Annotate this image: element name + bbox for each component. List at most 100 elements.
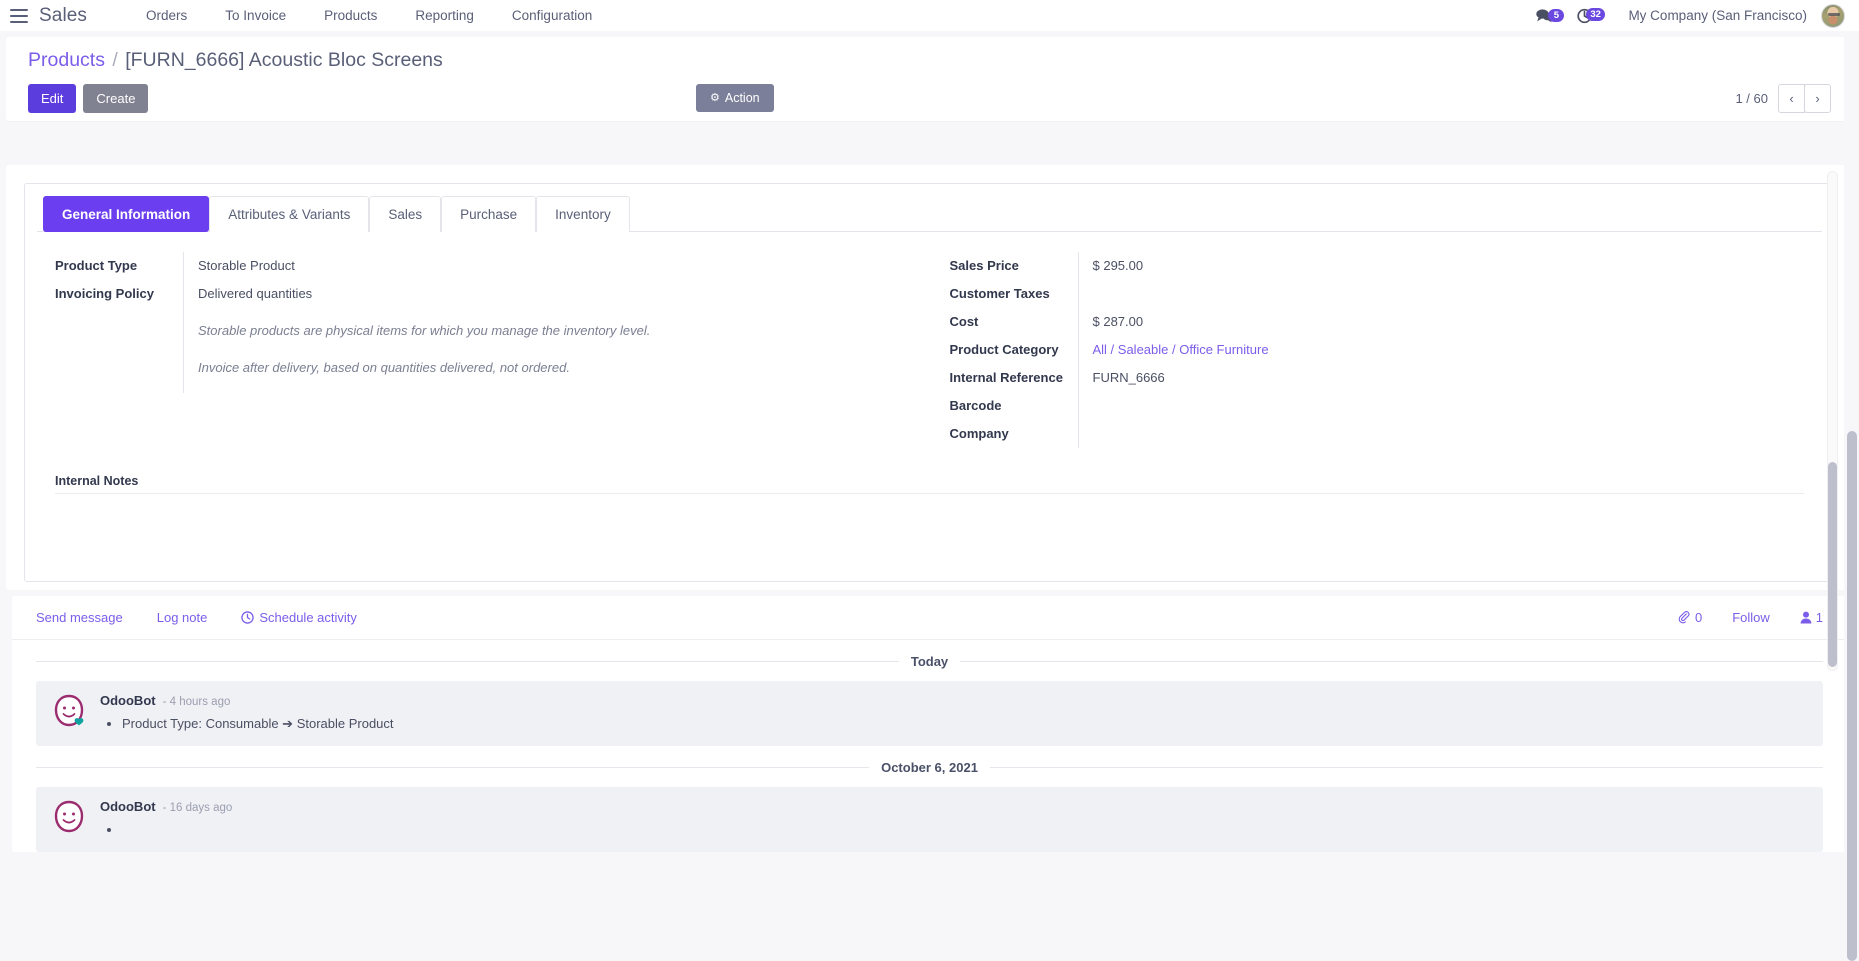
field-internal-reference: Internal Reference FURN_6666 (938, 364, 1817, 392)
message-body: OdooBot - 16 days ago (100, 798, 1809, 839)
field-label-cost: Cost (938, 308, 1078, 336)
menu-item-to-invoice[interactable]: To Invoice (206, 0, 305, 31)
field-invoicing-policy: Invoicing Policy Delivered quantities (43, 280, 930, 308)
chatter-panel: Send message Log note Schedule activity … (12, 596, 1847, 852)
main-menu: Orders To Invoice Products Reporting Con… (127, 0, 611, 31)
tab-inventory[interactable]: Inventory (536, 196, 630, 232)
field-label-company: Company (938, 420, 1078, 448)
send-message-button[interactable]: Send message (36, 610, 123, 625)
field-label-internal-reference: Internal Reference (938, 364, 1078, 392)
menu-item-reporting[interactable]: Reporting (396, 0, 493, 31)
odoobot-avatar (50, 798, 88, 836)
message-timestamp: - 16 days ago (163, 802, 233, 814)
separator-line-left (36, 661, 899, 662)
helper-row-product-type: Storable products are physical items for… (43, 308, 930, 345)
breadcrumb-products[interactable]: Products (28, 49, 105, 71)
edit-button[interactable]: Edit (28, 84, 76, 113)
menu-item-orders[interactable]: Orders (127, 0, 206, 31)
helper-spacer-1 (43, 308, 183, 318)
field-value-internal-reference[interactable]: FURN_6666 (1078, 364, 1817, 392)
create-button[interactable]: Create (83, 84, 148, 113)
message-author[interactable]: OdooBot (100, 799, 156, 814)
page-scrollbar-thumb[interactable] (1847, 431, 1857, 961)
message-timestamp: - 4 hours ago (163, 696, 231, 708)
field-value-invoicing-policy[interactable]: Delivered quantities (183, 280, 930, 308)
app-brand-sales[interactable]: Sales (39, 5, 87, 27)
internal-notes-label: Internal Notes (55, 474, 1804, 488)
field-value-product-type[interactable]: Storable Product (183, 252, 930, 280)
field-label-product-category: Product Category (938, 336, 1078, 364)
follow-button[interactable]: Follow (1732, 610, 1770, 625)
message-body: OdooBot - 4 hours ago Product Type: Cons… (100, 692, 1809, 733)
control-panel-buttons: Edit Create ⚙ Action 1 / 60 ‹ › (28, 83, 1831, 113)
helper-spacer-2 (43, 345, 183, 355)
helper-text-invoice: Invoice after delivery, based on quantit… (183, 345, 930, 393)
date-separator-label: Today (911, 654, 948, 669)
action-button-label: Action (725, 91, 760, 105)
gear-icon: ⚙ (710, 93, 720, 104)
message-content: Product Type: Consumable ➔ Storable Prod… (122, 714, 1809, 733)
messages-button[interactable]: 5 (1524, 8, 1565, 24)
tab-attributes-variants[interactable]: Attributes & Variants (209, 196, 369, 232)
avatar[interactable] (1821, 4, 1845, 28)
message-tracking-line: Product Type: Consumable ➔ Storable Prod… (122, 714, 1809, 733)
schedule-activity-button[interactable]: Schedule activity (241, 610, 357, 625)
internal-notes-section: Internal Notes (43, 448, 1816, 561)
field-label-invoicing-policy: Invoicing Policy (43, 280, 183, 308)
form-sheet-wrapper: General Information Attributes & Variant… (6, 165, 1853, 590)
company-switcher[interactable]: My Company (San Francisco) (1606, 8, 1821, 23)
field-value-barcode[interactable] (1078, 392, 1817, 420)
tab-general-information[interactable]: General Information (43, 196, 209, 232)
internal-notes-input[interactable] (55, 493, 1804, 561)
message-header: OdooBot - 16 days ago (100, 799, 1809, 814)
helper-text-storable: Storable products are physical items for… (183, 308, 930, 345)
field-cost: Cost $ 287.00 (938, 308, 1817, 336)
message-tracking-line (122, 820, 1809, 839)
separator-line-left-2 (36, 767, 869, 768)
field-label-customer-taxes: Customer Taxes (938, 280, 1078, 308)
activities-button[interactable]: 32 (1565, 7, 1606, 24)
date-separator-label-2: October 6, 2021 (881, 760, 978, 775)
breadcrumb-separator: / (110, 49, 119, 71)
pager-previous-button[interactable]: ‹ (1778, 84, 1805, 113)
attachments-button[interactable]: 0 (1678, 610, 1702, 625)
field-customer-taxes: Customer Taxes (938, 280, 1817, 308)
person-icon (1800, 611, 1812, 624)
action-button[interactable]: ⚙ Action (696, 84, 774, 112)
field-barcode: Barcode (938, 392, 1817, 420)
message-author[interactable]: OdooBot (100, 693, 156, 708)
pager: 1 / 60 ‹ › (1735, 84, 1831, 113)
content-scroll-area: General Information Attributes & Variant… (0, 165, 1859, 941)
field-value-customer-taxes[interactable] (1078, 280, 1817, 308)
activities-badge: 32 (1586, 8, 1606, 21)
separator-line-right-2 (990, 767, 1823, 768)
menu-item-products[interactable]: Products (305, 0, 396, 31)
field-product-type: Product Type Storable Product (43, 252, 930, 280)
chatter-toolbar-right: 0 Follow 1 (1678, 610, 1823, 625)
tab-sales[interactable]: Sales (369, 196, 441, 232)
separator-line-right (960, 661, 1823, 662)
helper-row-invoicing: Invoice after delivery, based on quantit… (43, 345, 930, 393)
page-scrollbar[interactable] (1844, 31, 1859, 941)
chatter-toolbar: Send message Log note Schedule activity … (12, 596, 1847, 640)
field-value-company[interactable] (1078, 420, 1817, 448)
clock-icon (241, 611, 254, 624)
form-scrollbar[interactable] (1827, 171, 1838, 671)
field-value-sales-price[interactable]: $ 295.00 (1078, 252, 1817, 280)
form-columns: Product Type Storable Product Invoicing … (43, 232, 1816, 448)
tab-purchase[interactable]: Purchase (441, 196, 536, 232)
field-value-product-category[interactable]: All / Saleable / Office Furniture (1093, 342, 1269, 357)
message-item: OdooBot - 4 hours ago Product Type: Cons… (36, 681, 1823, 746)
pager-next-button[interactable]: › (1804, 84, 1831, 113)
field-label-barcode: Barcode (938, 392, 1078, 420)
field-value-product-category-wrap: All / Saleable / Office Furniture (1078, 336, 1817, 364)
control-panel: Products / [FURN_6666] Acoustic Bloc Scr… (6, 37, 1853, 121)
top-navbar: Sales Orders To Invoice Products Reporti… (0, 0, 1859, 31)
menu-item-configuration[interactable]: Configuration (493, 0, 611, 31)
log-note-button[interactable]: Log note (157, 610, 208, 625)
followers-button[interactable]: 1 (1800, 610, 1823, 625)
navbar-systray: 5 32 My Company (San Francisco) (1524, 4, 1845, 28)
hamburger-menu-icon[interactable] (10, 9, 28, 23)
field-value-cost[interactable]: $ 287.00 (1078, 308, 1817, 336)
form-scrollbar-thumb[interactable] (1828, 462, 1837, 667)
